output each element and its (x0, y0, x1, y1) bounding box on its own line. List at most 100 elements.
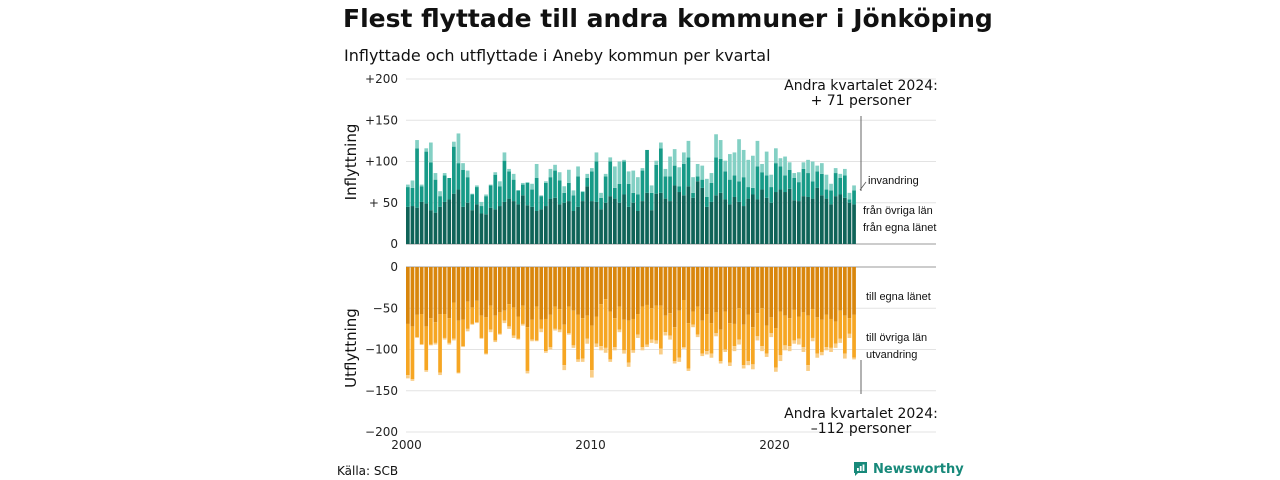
bar-inflow-segment (668, 176, 672, 202)
bar-outflow-segment (553, 267, 557, 307)
bar-inflow-segment (686, 157, 691, 187)
bar-inflow-segment (787, 169, 792, 189)
bar-inflow-segment (456, 163, 461, 190)
bar-inflow-segment (746, 187, 751, 199)
bar-inflow-segment (677, 167, 682, 187)
bar-outflow-segment (567, 333, 571, 335)
bar-outflow-segment (521, 323, 525, 326)
bar-outflow-segment (562, 324, 567, 366)
bar-outflow-segment (530, 339, 534, 342)
bar-outflow-segment (415, 337, 419, 338)
bar-inflow-segment (456, 133, 461, 164)
bar-outflow-segment (406, 375, 410, 379)
x-tick-label: 2020 (759, 438, 790, 452)
y-tick-inflow: +150 (365, 113, 398, 127)
bar-outflow-segment (755, 313, 760, 337)
bar-outflow-segment (649, 267, 654, 309)
bar-inflow-segment (636, 177, 640, 195)
bar-inflow-segment (668, 201, 672, 244)
bar-outflow-segment (438, 267, 442, 315)
bar-inflow-segment (682, 195, 686, 244)
bar-inflow-segment (746, 198, 751, 244)
bar-inflow-segment (714, 195, 718, 244)
bar-inflow-segment (769, 174, 774, 188)
bar-outflow-segment (677, 267, 682, 311)
inflow-annotation-line1: Andra kvartalet 2024: (784, 78, 938, 94)
bar-outflow-segment (461, 319, 465, 347)
bar-outflow-segment (691, 324, 695, 328)
bar-inflow-segment (751, 155, 755, 188)
bar-outflow-segment (553, 328, 557, 331)
bar-outflow-segment (691, 311, 695, 325)
bar-outflow-segment (608, 267, 613, 312)
bar-outflow-segment (760, 267, 764, 309)
bar-outflow-segment (649, 339, 654, 343)
bar-inflow-segment (723, 199, 728, 244)
inflow-bars (406, 133, 856, 244)
bar-inflow-segment (525, 182, 530, 183)
bar-inflow-segment (585, 173, 590, 178)
bar-inflow-segment (507, 168, 511, 172)
bar-inflow-segment (511, 201, 516, 244)
bar-inflow-segment (843, 168, 847, 176)
bar-outflow-segment (502, 310, 507, 321)
bar-inflow-segment (626, 206, 631, 244)
x-tick-labels: 2000 2010 2020 (391, 438, 790, 452)
bar-outflow-segment (539, 267, 544, 320)
bar-inflow-segment (709, 201, 714, 244)
bar-outflow-segment (751, 267, 755, 328)
bar-inflow-segment (433, 212, 438, 244)
bar-inflow-segment (806, 159, 810, 174)
bar-inflow-segment (484, 214, 488, 244)
bar-inflow-segment (829, 204, 833, 244)
bar-outflow-segment (479, 337, 484, 339)
bar-inflow-segment (709, 173, 714, 183)
bar-outflow-segment (718, 267, 723, 330)
bar-inflow-segment (801, 196, 806, 244)
chart-subtitle: Inflyttade och utflyttade i Aneby kommun… (344, 46, 771, 65)
bar-outflow-segment (806, 315, 810, 366)
bar-inflow-segment (544, 182, 548, 207)
bar-inflow-segment (792, 173, 797, 178)
bar-outflow-segment (810, 267, 815, 310)
bar-outflow-segment (493, 315, 498, 341)
bar-inflow-segment (452, 146, 456, 194)
bar-inflow-segment (778, 158, 783, 167)
y-tick-outflow: −100 (365, 343, 398, 357)
bar-outflow-segment (686, 267, 691, 324)
bar-outflow-segment (521, 267, 525, 306)
bar-inflow-segment (406, 184, 410, 188)
bar-outflow-segment (419, 314, 424, 345)
bar-outflow-segment (787, 267, 792, 319)
bar-inflow-segment (613, 198, 617, 244)
bar-outflow-segment (732, 323, 737, 347)
bar-outflow-segment (723, 349, 728, 352)
bar-outflow-segment (640, 306, 645, 348)
bar-inflow-segment (530, 189, 534, 207)
bar-outflow-segment (843, 315, 847, 354)
bar-outflow-segment (833, 343, 838, 348)
outflow-annotation-line2: –112 personer (811, 421, 912, 437)
bar-inflow-segment (488, 184, 493, 186)
bar-outflow-segment (824, 267, 829, 315)
y-tick-labels: 0 + 50 +100 +150 +200 0 −50 −100 −150 −200 (365, 72, 398, 439)
bar-inflow-segment (774, 192, 778, 244)
bar-outflow-segment (438, 372, 442, 376)
bar-inflow-segment (429, 210, 433, 244)
bar-inflow-segment (695, 176, 700, 182)
bar-inflow-segment (645, 149, 649, 193)
bar-outflow-segment (484, 353, 488, 355)
bar-inflow-segment (755, 166, 760, 200)
bar-inflow-segment (594, 152, 599, 162)
bar-outflow-segment (654, 340, 659, 344)
bar-inflow-segment (502, 201, 507, 244)
bar-inflow-segment (419, 184, 424, 187)
y-tick-outflow: −200 (365, 425, 398, 439)
bar-inflow-segment (682, 152, 686, 164)
bar-outflow-segment (438, 314, 442, 373)
bar-inflow-segment (438, 206, 442, 244)
bar-inflow-segment (668, 156, 672, 177)
bar-inflow-segment (557, 180, 562, 205)
bar-inflow-segment (571, 195, 576, 211)
bar-inflow-segment (594, 201, 599, 244)
